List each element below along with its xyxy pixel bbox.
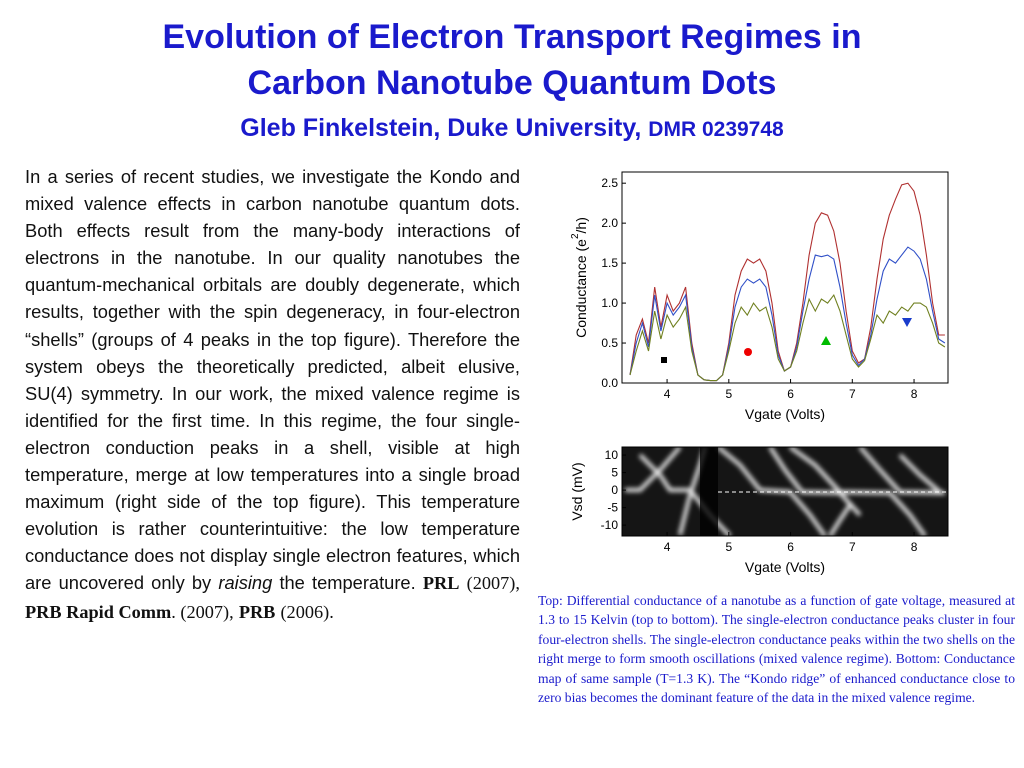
shell-marker xyxy=(661,357,667,363)
y-tick-label: 5 xyxy=(611,466,618,480)
x-tick-label: 7 xyxy=(849,540,856,554)
x-tick-label: 4 xyxy=(664,387,671,401)
x-tick-label: 5 xyxy=(725,540,732,554)
x-tick-label: 7 xyxy=(849,387,856,401)
y-tick-label: 2.0 xyxy=(601,216,618,230)
x-tick-label: 5 xyxy=(725,387,732,401)
title: Carbon Nanotube Quantum Dots xyxy=(247,64,777,102)
emphasis: raising xyxy=(218,572,273,594)
x-axis-label: Vgate (Volts) xyxy=(745,559,825,575)
y-tick-label: 1.5 xyxy=(601,256,618,270)
y-axis-label: Vsd (mV) xyxy=(569,462,585,520)
y-axis-label-sup: 2 xyxy=(570,233,581,239)
y-tick-label: 1.0 xyxy=(601,296,618,310)
y-tick-label: 2.5 xyxy=(601,176,618,190)
ref-note: (2007), xyxy=(466,573,520,594)
ref: PRB Rapid Comm xyxy=(25,601,172,622)
y-tick-label: 0.5 xyxy=(601,336,618,350)
x-axis-label: Vgate (Volts) xyxy=(745,406,825,422)
data-line xyxy=(629,182,945,382)
paragraph: In a series of recent studies, we invest… xyxy=(25,166,520,594)
x-tick-label: 4 xyxy=(664,540,671,554)
y-tick-label: -10 xyxy=(601,518,619,532)
y-axis-label: Conductance (e2/h) xyxy=(570,217,589,338)
y-axis-label-text: Conductance (e xyxy=(573,239,589,338)
y-tick-label: 0 xyxy=(611,483,618,497)
caption: Top: Differential conductance of a nanot… xyxy=(538,593,1015,706)
paragraph: the temperature. xyxy=(279,572,416,594)
y-tick-label: 0.0 xyxy=(601,376,618,390)
byline: Gleb Finkelstein, Duke University, DMR 0… xyxy=(0,114,1024,143)
y-axis-label-text: /h) xyxy=(573,217,589,233)
author: Gleb Finkelstein, Duke University, xyxy=(240,114,642,142)
x-tick-label: 8 xyxy=(911,540,918,554)
x-tick-label: 6 xyxy=(787,540,794,554)
data-line xyxy=(629,293,946,382)
shell-marker xyxy=(744,348,752,356)
ref: PRL xyxy=(422,573,460,594)
x-tick-label: 8 xyxy=(911,387,918,401)
data-line xyxy=(629,246,946,382)
ref-note: . (2007), xyxy=(171,601,234,622)
plot-frame xyxy=(621,446,949,537)
figure: 4 5 6 7 8 0.0 0.5 1.0 1.5 2.0 2.5 Vgate (Volts) Cond… xyxy=(569,171,949,575)
shell-marker xyxy=(821,336,831,345)
x-tick-label: 6 xyxy=(787,387,794,401)
y-tick-label: 10 xyxy=(605,448,619,462)
body-text: In a series of recent studies, we invest… xyxy=(25,163,520,626)
ref-note: (2006). xyxy=(280,601,334,622)
shell-marker xyxy=(902,318,912,327)
plot-frame xyxy=(621,171,949,384)
title: Evolution of Electron Transport Regimes … xyxy=(162,18,862,56)
grant: DMR 0239748 xyxy=(648,118,784,141)
ref: PRB xyxy=(238,601,276,622)
y-tick-label: -5 xyxy=(607,501,618,515)
